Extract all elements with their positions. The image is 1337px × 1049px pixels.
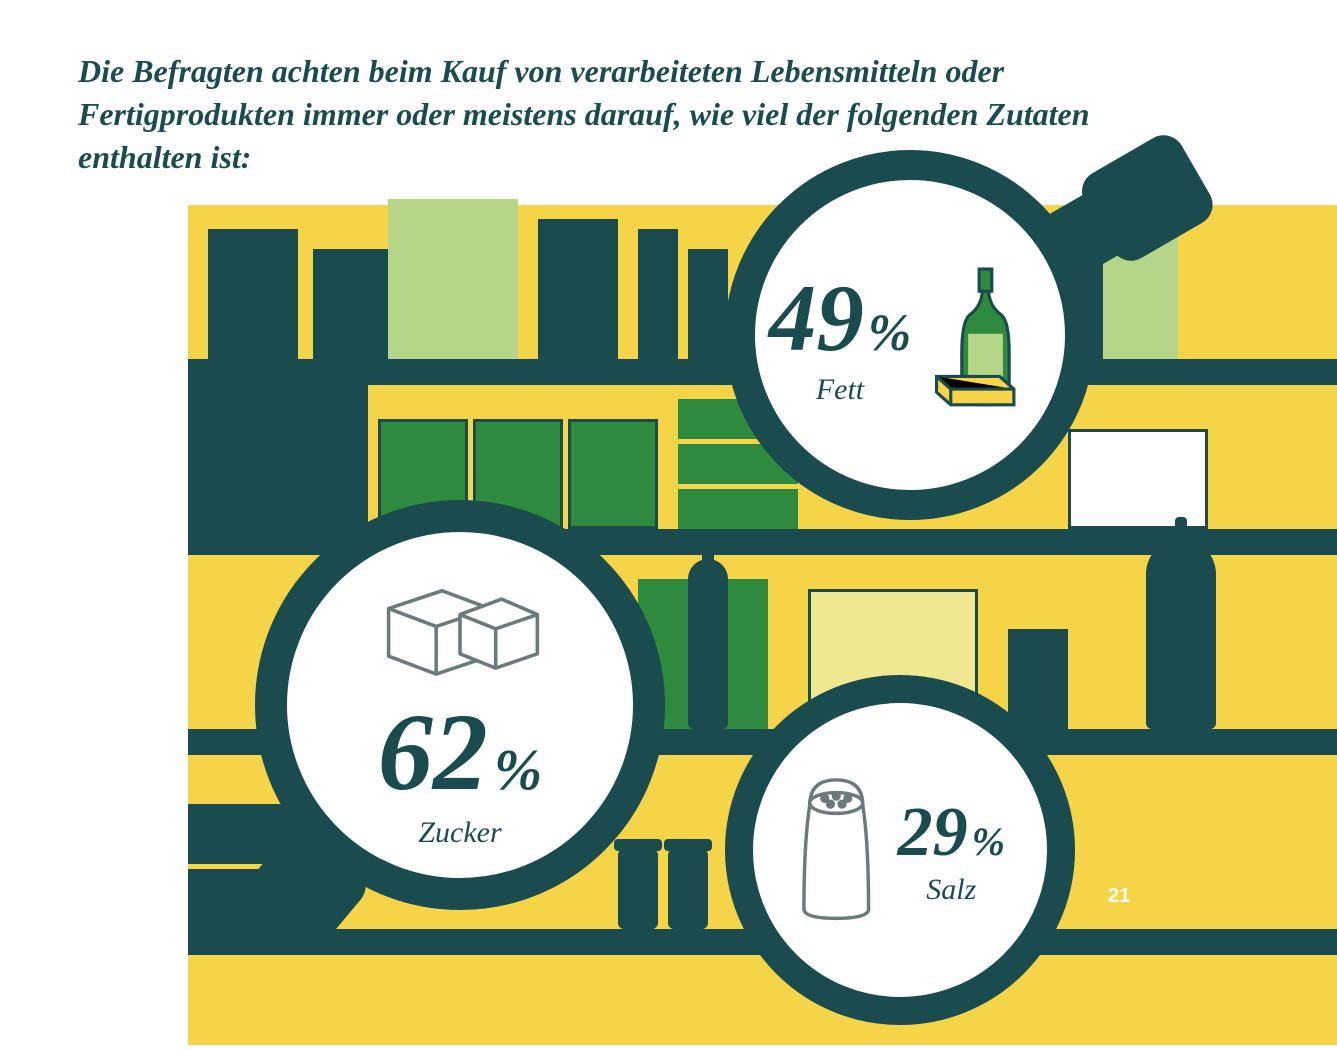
percent-symbol: %: [972, 819, 1005, 864]
salt-shaker-icon: [795, 773, 878, 923]
zucker-magnifier: 62% Zucker: [255, 500, 665, 910]
salz-value: 29: [898, 793, 968, 873]
magnifiers-layer: 49%Fett 62%Zucker: [0, 0, 1337, 1049]
percent-symbol: %: [494, 737, 542, 802]
fett-magnifier: 49%Fett: [725, 150, 1095, 520]
fett-label: Fett: [816, 373, 864, 407]
salz-label: Salz: [926, 873, 976, 907]
sugar-cubes-icon: [375, 561, 545, 680]
zucker-value: 62: [378, 689, 488, 816]
salz-magnifier: 29% Salz: [725, 675, 1075, 1025]
fett-value: 49: [769, 263, 864, 373]
page-number: 21: [1108, 885, 1130, 908]
zucker-label: Zucker: [418, 816, 501, 850]
oil-butter-icon: [901, 258, 1051, 408]
